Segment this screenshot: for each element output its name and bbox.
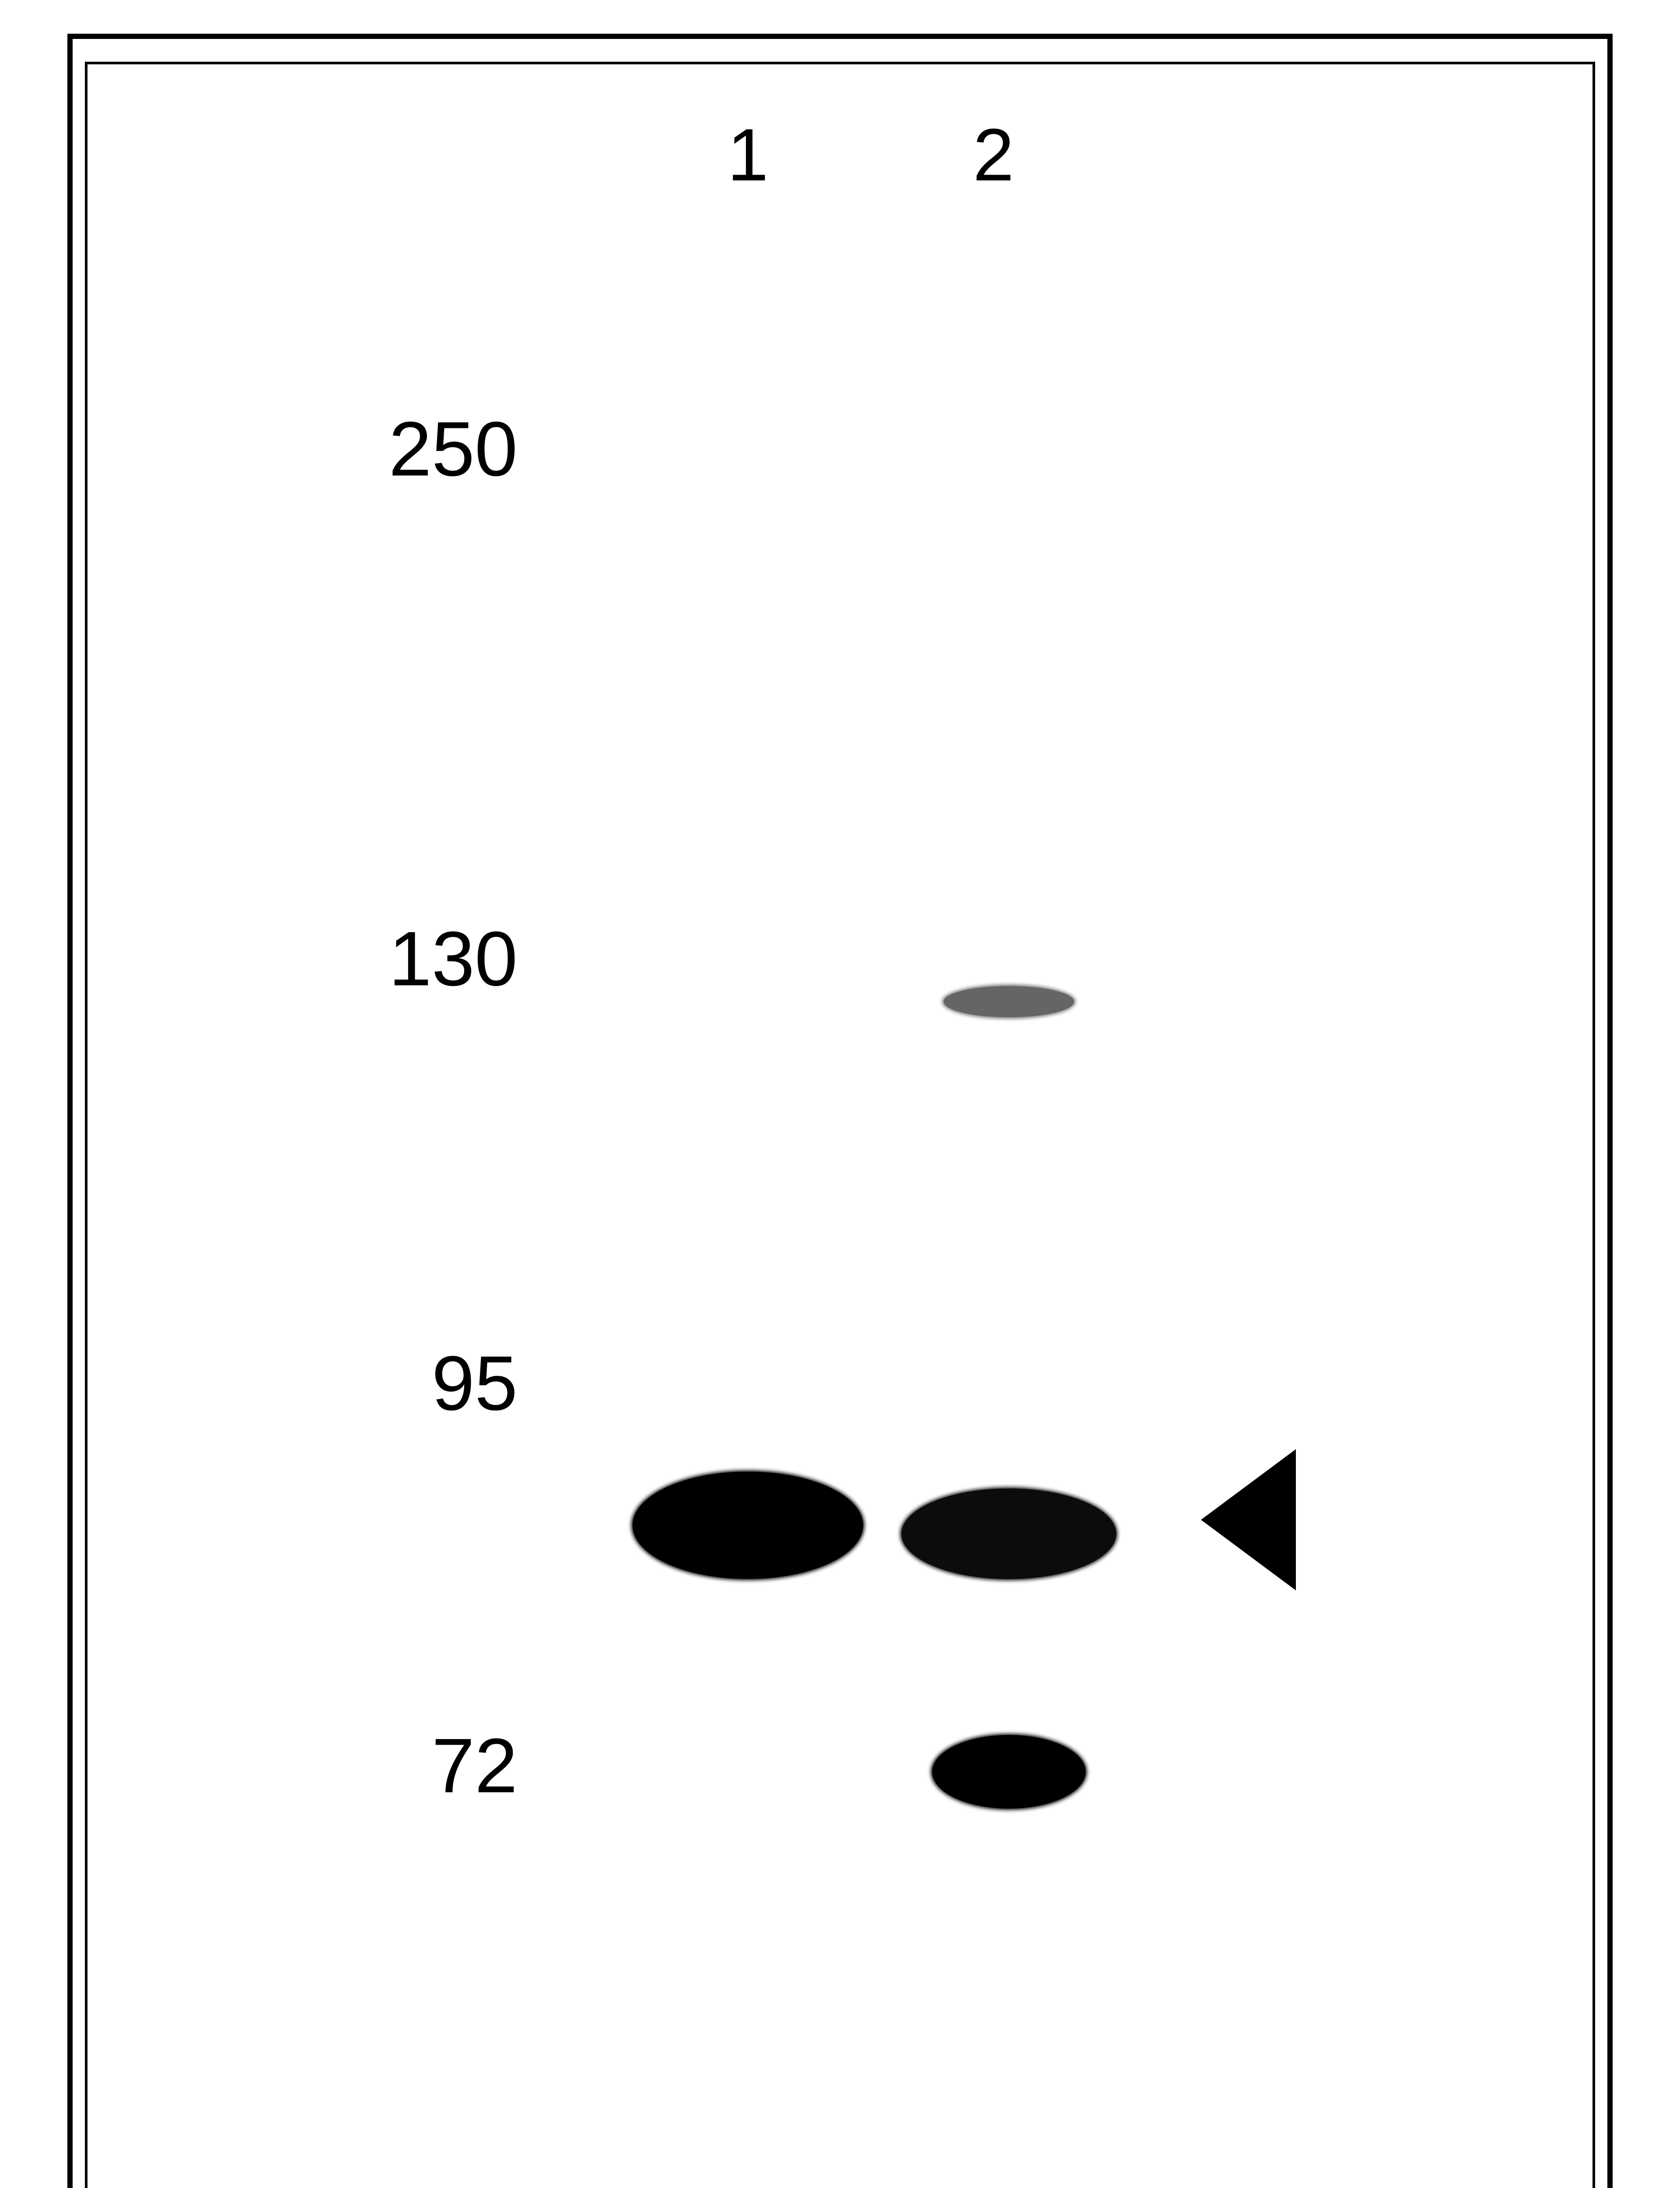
mw-label-250: 250 [388, 411, 518, 488]
band-lane2-3 [932, 1735, 1086, 1808]
band-lane2-2 [901, 1488, 1116, 1579]
lane-label-2: 2 [973, 118, 1014, 192]
blot-plot-area: 12250130957255 [73, 39, 1608, 2188]
band-lane2-1 [944, 986, 1074, 1017]
lane-label-1: 1 [727, 118, 768, 192]
mw-label-72: 72 [432, 1727, 518, 1805]
mw-label-95: 95 [432, 1345, 518, 1423]
band-lane1-1 [633, 1472, 863, 1579]
mw-label-130: 130 [388, 920, 518, 998]
target-arrow-icon [1201, 1449, 1296, 1591]
blot-frame: 12250130957255 [67, 34, 1613, 2188]
